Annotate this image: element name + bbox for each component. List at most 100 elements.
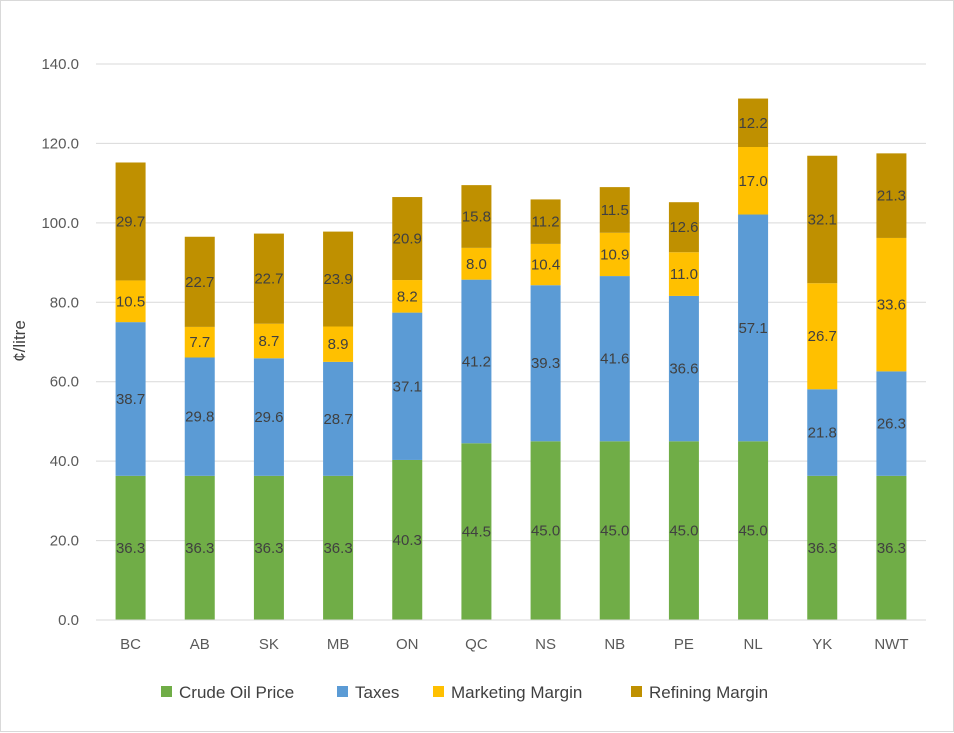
x-tick-label: QC	[465, 636, 488, 653]
bar-segment	[392, 280, 423, 313]
bar-segment	[323, 326, 354, 362]
data-label: 57.1	[738, 320, 767, 337]
gridlines	[96, 63, 926, 542]
bar-segment	[115, 475, 146, 620]
data-label: 36.6	[669, 361, 698, 378]
legend-label: Crude Oil Price	[179, 683, 294, 702]
bar-segment	[599, 187, 630, 233]
bar-segment	[530, 243, 561, 286]
data-label: 45.0	[669, 523, 698, 540]
data-label: 26.7	[808, 328, 837, 345]
data-label: 45.0	[738, 523, 767, 540]
data-label: 39.3	[531, 355, 560, 372]
bar-segment	[738, 98, 769, 148]
bar-segment	[807, 283, 838, 390]
bar-segment	[184, 326, 215, 358]
bar-segment	[392, 197, 423, 281]
data-label: 36.3	[116, 540, 145, 557]
bar-segment	[323, 231, 354, 327]
y-tick-label: 80.0	[50, 294, 79, 311]
data-label: 8.9	[328, 336, 349, 353]
legend-label: Refining Margin	[649, 683, 768, 702]
bar-segment	[876, 237, 907, 372]
data-label: 41.6	[600, 351, 629, 368]
x-tick-label: PE	[674, 636, 694, 653]
bar-segment	[807, 389, 838, 476]
x-tick-label: SK	[259, 636, 279, 653]
bar-segment	[807, 475, 838, 620]
data-label: 29.7	[116, 213, 145, 230]
bar-segment	[392, 312, 423, 460]
bar-segment	[253, 475, 284, 620]
legend-label: Taxes	[355, 683, 399, 702]
data-label: 12.2	[738, 115, 767, 132]
bar-segment	[738, 441, 769, 620]
x-tick-label: YK	[812, 636, 832, 653]
bar-segment	[115, 322, 146, 476]
data-label: 20.9	[393, 231, 422, 248]
bar-segment	[530, 285, 561, 442]
bar-segment	[668, 295, 699, 442]
data-label: 22.7	[254, 271, 283, 288]
x-tick-label: NWT	[874, 636, 908, 653]
legend-swatch	[337, 686, 348, 697]
y-axis-label: ¢/litre	[10, 320, 29, 362]
bar-segment	[738, 214, 769, 442]
bar-segment	[807, 155, 838, 284]
legend-swatch	[631, 686, 642, 697]
data-label: 22.7	[185, 274, 214, 291]
y-tick-label: 60.0	[50, 374, 79, 391]
y-tick-label: 20.0	[50, 533, 79, 550]
bar-segment	[668, 202, 699, 253]
data-label: 36.3	[323, 540, 352, 557]
data-label: 8.7	[258, 333, 279, 350]
bar-segment	[115, 162, 146, 281]
bar-segment	[253, 233, 284, 324]
data-label: 12.6	[669, 219, 698, 236]
data-label: 10.4	[531, 257, 560, 274]
bar-segment	[876, 371, 907, 476]
bar-segment	[668, 252, 699, 296]
data-label: 11.2	[532, 214, 560, 231]
data-label: 21.3	[877, 188, 906, 205]
bar-segment	[599, 441, 630, 620]
data-label: 10.9	[600, 246, 629, 263]
data-label: 8.2	[397, 288, 418, 305]
data-labels: 36.3 38.7 10.5 29.7 36.3 29.8 7.7 22.7 36.3 29.6 8…	[116, 115, 906, 557]
legend-swatch	[161, 686, 172, 697]
bar-segment	[184, 475, 215, 620]
axes: 0.0 20.0 40.0 60.0 80.0 100.0 120.0 140.0 BC AB SK…	[41, 56, 926, 653]
y-tick-label: 40.0	[50, 453, 79, 470]
data-label: 33.6	[877, 297, 906, 314]
bar-segment	[461, 247, 492, 280]
x-tick-label: NS	[535, 636, 556, 653]
data-label: 26.3	[877, 416, 906, 433]
bar-segment	[599, 232, 630, 277]
bar-segment	[876, 475, 907, 620]
legend-swatch	[433, 686, 444, 697]
y-tick-label: 120.0	[41, 135, 79, 152]
y-tick-label: 0.0	[58, 612, 79, 629]
data-label: 21.8	[808, 425, 837, 442]
x-tick-label: MB	[327, 636, 350, 653]
y-tick-label: 100.0	[41, 215, 79, 232]
data-label: 10.5	[116, 293, 145, 310]
bar-segment	[461, 185, 492, 248]
bar-segment	[115, 280, 146, 323]
data-label: 8.0	[466, 256, 487, 273]
legend: Crude Oil Price Taxes Marketing Margin Refi…	[161, 683, 768, 702]
bars	[115, 98, 907, 620]
data-label: 17.0	[738, 173, 767, 190]
x-tick-label: NL	[743, 636, 762, 653]
data-label: 38.7	[116, 391, 145, 408]
bar-segment	[599, 276, 630, 442]
data-label: 29.6	[254, 409, 283, 426]
bar-segment	[323, 361, 354, 476]
data-label: 29.8	[185, 409, 214, 426]
data-label: 36.3	[185, 540, 214, 557]
data-label: 11.0	[670, 266, 698, 283]
bar-segment	[876, 153, 907, 238]
data-label: 36.3	[877, 540, 906, 557]
